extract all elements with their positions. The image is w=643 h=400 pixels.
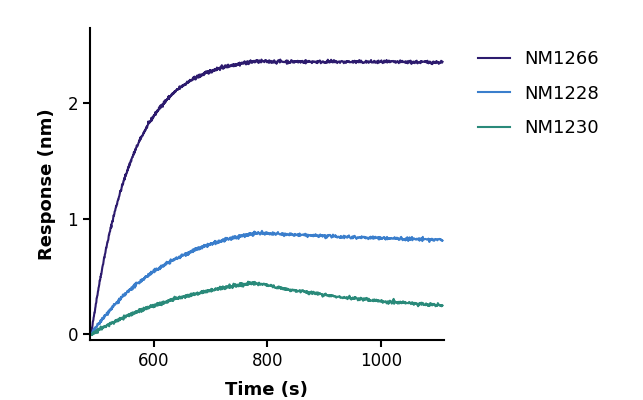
NM1228	[197, 245, 204, 250]
NM1230	[184, 292, 192, 297]
NM1266	[161, 100, 169, 105]
NM1230	[130, 311, 138, 316]
NM1266	[87, 332, 95, 336]
NM1266	[211, 67, 219, 72]
NM1230	[88, 333, 96, 338]
X-axis label: Time (s): Time (s)	[226, 381, 308, 399]
NM1228	[88, 331, 96, 336]
NM1230	[161, 300, 169, 305]
NM1228	[87, 331, 95, 336]
NM1266	[184, 80, 192, 85]
Line: NM1266: NM1266	[91, 60, 255, 334]
Legend: NM1266, NM1228, NM1230: NM1266, NM1228, NM1230	[471, 43, 606, 144]
NM1228	[251, 231, 258, 236]
NM1228	[211, 240, 219, 245]
NM1266	[129, 152, 137, 157]
NM1230	[197, 290, 204, 295]
NM1266	[116, 189, 124, 194]
NM1230	[87, 332, 95, 337]
NM1266	[197, 74, 204, 79]
NM1230	[251, 281, 258, 286]
NM1230	[211, 287, 219, 292]
Y-axis label: Response (nm): Response (nm)	[39, 108, 57, 260]
NM1228	[130, 284, 138, 288]
NM1230	[244, 279, 252, 284]
NM1266	[251, 59, 258, 64]
NM1228	[251, 229, 258, 234]
NM1230	[116, 316, 124, 321]
NM1228	[184, 251, 192, 256]
Line: NM1230: NM1230	[91, 282, 255, 335]
Line: NM1228: NM1228	[91, 232, 255, 334]
NM1266	[247, 58, 255, 63]
NM1228	[116, 297, 124, 302]
NM1228	[161, 263, 169, 268]
